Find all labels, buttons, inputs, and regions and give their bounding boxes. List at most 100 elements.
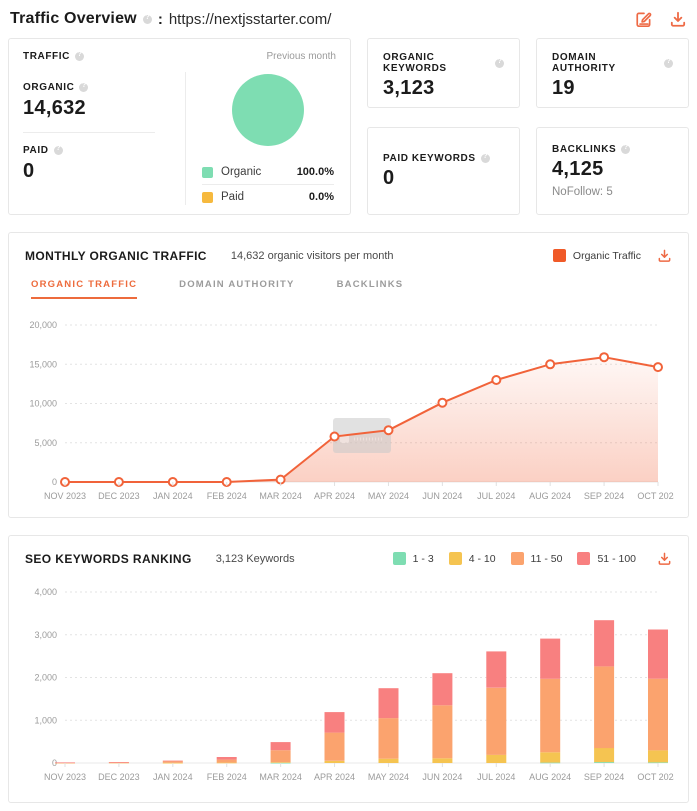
svg-text:JUN 2024: JUN 2024 [422, 491, 462, 501]
organic-keywords-label: ORGANIC KEYWORDS [383, 52, 504, 74]
download-icon[interactable] [657, 248, 672, 263]
svg-text:JAN 2024: JAN 2024 [153, 772, 193, 782]
page-header: Traffic Overview : https://nextjsstarter… [8, 8, 689, 34]
organic-keywords-value: 3,123 [383, 77, 435, 99]
divider [185, 72, 186, 205]
svg-text:SEP 2024: SEP 2024 [584, 491, 624, 501]
svg-text:4,000: 4,000 [34, 587, 57, 597]
tab-organic-traffic[interactable]: ORGANIC TRAFFIC [31, 279, 138, 299]
organic-traffic-swatch [552, 249, 566, 262]
info-icon[interactable] [74, 51, 84, 61]
paid-keywords-label: PAID KEYWORDS [383, 153, 504, 164]
seo-keywords-bar-chart[interactable]: 0 1,000 2,000 3,000 4,000 NOV 2023 DEC 2023 JAN… [25, 580, 674, 792]
traffic-card: TRAFFIC Previous month ORGANIC 14,632 PA… [8, 38, 351, 215]
svg-text:JAN 2024: JAN 2024 [153, 491, 193, 501]
rank-11-50-swatch [510, 552, 524, 565]
svg-text:JUN 2024: JUN 2024 [422, 772, 462, 782]
seo-ranking-subtitle: 3,123 Keywords [215, 552, 295, 565]
page-title: Traffic Overview [10, 10, 137, 27]
rank-4-10-swatch [448, 552, 462, 565]
paid-traffic-value: 0 [23, 160, 35, 182]
rank-51-100-swatch [577, 552, 591, 565]
svg-text:MAY 2024: MAY 2024 [368, 772, 409, 782]
info-icon[interactable] [621, 144, 631, 154]
info-icon[interactable] [79, 82, 89, 92]
paid-keywords-card: PAID KEYWORDS 0 [367, 127, 520, 215]
svg-text:JUL 2024: JUL 2024 [477, 772, 515, 782]
svg-text:AUG 2024: AUG 2024 [529, 491, 571, 501]
tab-backlinks[interactable]: BACKLINKS [336, 279, 404, 290]
stats-cards-grid: TRAFFIC Previous month ORGANIC 14,632 PA… [8, 38, 689, 215]
svg-text:3,000: 3,000 [34, 630, 57, 640]
svg-text:NOV 2023: NOV 2023 [44, 491, 86, 501]
svg-text:MAY 2024: MAY 2024 [368, 491, 409, 501]
svg-text:FEB 2024: FEB 2024 [207, 772, 247, 782]
legend-rank-1-3: 1 - 3 [392, 552, 434, 565]
organic-swatch [202, 166, 213, 178]
paid-swatch [202, 191, 213, 203]
svg-text:SEP 2024: SEP 2024 [584, 772, 624, 782]
svg-text:JUL 2024: JUL 2024 [477, 491, 515, 501]
svg-text:0: 0 [52, 758, 57, 768]
svg-text:DEC 2023: DEC 2023 [98, 772, 140, 782]
svg-text:OCT 2024: OCT 2024 [637, 772, 674, 782]
pie-legend: Organic 100.0% Paid 0.0% [202, 160, 334, 209]
svg-text:MAR 2024: MAR 2024 [259, 772, 302, 782]
monthly-traffic-title: MONTHLY ORGANIC TRAFFIC [25, 248, 207, 263]
previous-month-label: Previous month [266, 51, 336, 62]
svg-text:DEC 2023: DEC 2023 [98, 491, 140, 501]
svg-text:10,000: 10,000 [29, 399, 57, 409]
svg-text:AUG 2024: AUG 2024 [529, 772, 571, 782]
ghost-tooltip [333, 418, 391, 453]
traffic-pie-chart [232, 74, 304, 146]
legend-item-paid: Paid 0.0% [202, 184, 334, 209]
svg-text:NOV 2023: NOV 2023 [44, 772, 86, 782]
svg-text:20,000: 20,000 [29, 320, 57, 330]
divider [23, 132, 155, 133]
svg-text:MAR 2024: MAR 2024 [259, 491, 302, 501]
download-icon[interactable] [657, 551, 672, 566]
info-icon[interactable] [664, 58, 673, 68]
title-separator: : [157, 10, 163, 28]
seo-ranking-title: SEO KEYWORDS RANKING [25, 551, 192, 566]
legend-rank-51-100: 51 - 100 [577, 552, 636, 565]
rank-1-3-swatch [392, 552, 406, 565]
edit-report-icon[interactable] [635, 10, 653, 28]
domain-authority-label: DOMAIN AUTHORITY [552, 52, 673, 74]
backlinks-card: BACKLINKS 4,125 NoFollow: 5 [536, 127, 689, 215]
traffic-card-title: TRAFFIC [23, 51, 84, 62]
info-icon[interactable] [495, 58, 504, 68]
seo-keywords-ranking-section: SEO KEYWORDS RANKING 3,123 Keywords 1 - … [8, 535, 689, 803]
svg-text:FEB 2024: FEB 2024 [207, 491, 247, 501]
monthly-traffic-subtitle: 14,632 organic visitors per month [230, 249, 394, 262]
download-icon[interactable] [669, 10, 687, 28]
svg-text:OCT 2024: OCT 2024 [637, 491, 674, 501]
domain-authority-value: 19 [552, 77, 575, 99]
backlinks-label: BACKLINKS [552, 144, 673, 155]
organic-keywords-card: ORGANIC KEYWORDS 3,123 [367, 38, 520, 108]
svg-text:15,000: 15,000 [29, 359, 57, 369]
legend-rank-11-50: 11 - 50 [510, 552, 562, 565]
paid-label: PAID [23, 145, 173, 156]
backlinks-value: 4,125 [552, 158, 604, 180]
legend-item-organic: Organic 100.0% [202, 160, 334, 184]
svg-text:APR 2024: APR 2024 [314, 491, 355, 501]
monthly-organic-traffic-section: MONTHLY ORGANIC TRAFFIC 14,632 organic v… [8, 232, 689, 518]
info-icon[interactable] [142, 14, 152, 24]
legend-rank-4-10: 4 - 10 [448, 552, 496, 565]
svg-text:0: 0 [52, 477, 57, 487]
info-icon[interactable] [480, 153, 490, 163]
organic-traffic-legend: Organic Traffic [552, 249, 641, 262]
svg-text:2,000: 2,000 [34, 673, 57, 683]
organic-traffic-line-chart[interactable]: 0 5,000 10,000 15,000 20,000 NOV 2023 DEC 2023… [25, 307, 674, 507]
svg-text:5,000: 5,000 [34, 438, 57, 448]
organic-traffic-value: 14,632 [23, 97, 86, 119]
organic-label: ORGANIC [23, 82, 173, 93]
domain-authority-card: DOMAIN AUTHORITY 19 [536, 38, 689, 108]
monthly-traffic-tabs: ORGANIC TRAFFIC DOMAIN AUTHORITY BACKLIN… [25, 279, 672, 299]
analyzed-url: https://nextjsstarter.com/ [168, 10, 332, 28]
tab-domain-authority[interactable]: DOMAIN AUTHORITY [179, 279, 295, 290]
info-icon[interactable] [53, 145, 63, 155]
svg-text:1,000: 1,000 [34, 715, 57, 725]
